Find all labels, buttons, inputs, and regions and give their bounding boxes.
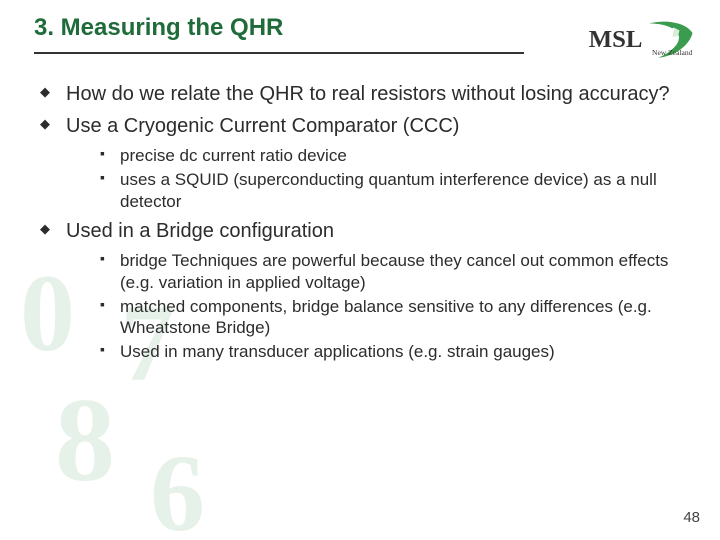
sub-list-item: uses a SQUID (superconducting quantum in…	[100, 169, 686, 213]
sub-bullet-text: matched components, bridge balance sensi…	[120, 297, 652, 338]
list-item: Use a Cryogenic Current Comparator (CCC)…	[40, 114, 686, 213]
sub-bullet-list: precise dc current ratio device uses a S…	[66, 145, 686, 212]
bullet-text: Use a Cryogenic Current Comparator (CCC)	[66, 115, 459, 137]
sub-list-item: bridge Techniques are powerful because t…	[100, 250, 686, 294]
page-number: 48	[683, 509, 700, 526]
logo-main-text: MSL	[589, 26, 643, 53]
sub-list-item: matched components, bridge balance sensi…	[100, 296, 686, 340]
sub-bullet-text: Used in many transducer applications (e.…	[120, 342, 555, 361]
sub-bullet-list: bridge Techniques are powerful because t…	[66, 250, 686, 363]
sub-bullet-text: precise dc current ratio device	[120, 146, 347, 165]
content-area: How do we relate the QHR to real resisto…	[34, 82, 686, 363]
slide: 3. Measuring the QHR MSL New Zealand How…	[0, 0, 720, 540]
bullet-list: How do we relate the QHR to real resisto…	[34, 82, 686, 363]
list-item: How do we relate the QHR to real resisto…	[40, 82, 686, 108]
title-row: 3. Measuring the QHR MSL New Zealand	[34, 14, 686, 66]
slide-title: 3. Measuring the QHR	[34, 14, 586, 50]
sub-list-item: precise dc current ratio device	[100, 145, 686, 167]
logo-sub-text: New Zealand	[652, 48, 693, 57]
sub-bullet-text: bridge Techniques are powerful because t…	[120, 251, 668, 292]
sub-list-item: Used in many transducer applications (e.…	[100, 341, 686, 363]
msl-logo: MSL New Zealand	[586, 18, 696, 66]
title-block: 3. Measuring the QHR	[34, 14, 586, 54]
bullet-text: Used in a Bridge configuration	[66, 220, 334, 242]
list-item: Used in a Bridge configuration bridge Te…	[40, 219, 686, 363]
bullet-text: How do we relate the QHR to real resisto…	[66, 83, 670, 105]
sub-bullet-text: uses a SQUID (superconducting quantum in…	[120, 170, 657, 211]
title-underline	[34, 52, 524, 54]
